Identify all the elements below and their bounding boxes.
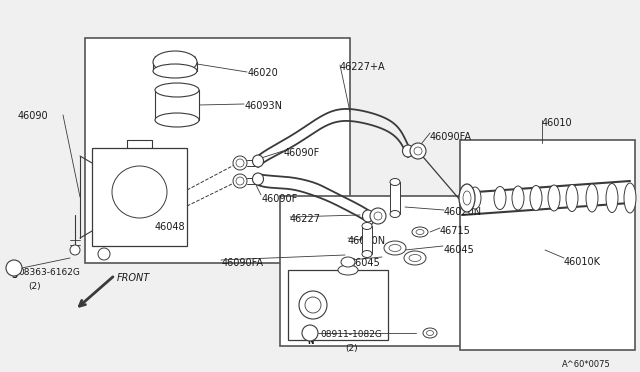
Ellipse shape (494, 186, 506, 209)
Circle shape (98, 248, 110, 260)
Ellipse shape (374, 212, 382, 220)
Ellipse shape (404, 251, 426, 265)
Ellipse shape (463, 191, 471, 205)
Ellipse shape (390, 211, 400, 218)
Ellipse shape (459, 184, 475, 212)
Text: 46715: 46715 (440, 226, 471, 236)
Ellipse shape (236, 177, 244, 185)
Text: (2): (2) (345, 344, 358, 353)
Ellipse shape (155, 83, 199, 97)
Text: 46010K: 46010K (564, 257, 601, 267)
Text: A^60*0075: A^60*0075 (562, 360, 611, 369)
Ellipse shape (153, 51, 197, 73)
Text: 46020: 46020 (248, 68, 279, 78)
Ellipse shape (384, 241, 406, 255)
Text: 46090F: 46090F (262, 194, 298, 204)
Ellipse shape (606, 183, 618, 212)
Ellipse shape (416, 230, 424, 234)
Text: 08911-1082G: 08911-1082G (320, 330, 382, 339)
Bar (362, 226, 372, 254)
Text: 46045: 46045 (350, 258, 381, 268)
Text: 46227+A: 46227+A (340, 62, 386, 72)
Ellipse shape (155, 113, 199, 127)
Text: S: S (11, 272, 17, 280)
Text: 46090: 46090 (18, 111, 49, 121)
Ellipse shape (624, 183, 636, 213)
Bar (155, 90, 199, 120)
Text: (2): (2) (28, 282, 40, 291)
Ellipse shape (403, 145, 413, 157)
Ellipse shape (299, 291, 327, 319)
Text: N: N (307, 337, 313, 346)
Text: 46048: 46048 (155, 222, 186, 232)
Bar (92, 148, 187, 246)
Ellipse shape (253, 173, 264, 185)
Text: 46090FA: 46090FA (430, 132, 472, 142)
Ellipse shape (530, 186, 542, 211)
Circle shape (70, 245, 80, 255)
Circle shape (302, 325, 318, 341)
Bar (288, 270, 388, 340)
Text: 46045: 46045 (444, 245, 475, 255)
Ellipse shape (469, 187, 481, 209)
Ellipse shape (233, 156, 247, 170)
Ellipse shape (390, 179, 400, 186)
Ellipse shape (253, 155, 264, 167)
Ellipse shape (414, 147, 422, 155)
Ellipse shape (362, 210, 374, 222)
Ellipse shape (548, 185, 560, 211)
Circle shape (6, 260, 22, 276)
Ellipse shape (423, 328, 437, 338)
Ellipse shape (389, 244, 401, 251)
Ellipse shape (566, 185, 578, 212)
Text: 46090F: 46090F (284, 148, 320, 158)
Text: 46010: 46010 (542, 118, 573, 128)
Ellipse shape (412, 227, 428, 237)
Bar (390, 182, 400, 214)
Ellipse shape (341, 257, 355, 267)
Text: 46227: 46227 (290, 214, 321, 224)
Ellipse shape (410, 143, 426, 159)
Text: 46020N: 46020N (444, 207, 482, 217)
Ellipse shape (409, 254, 421, 262)
Ellipse shape (362, 250, 372, 257)
Text: 08363-6162G: 08363-6162G (18, 268, 80, 277)
Ellipse shape (153, 64, 197, 78)
Ellipse shape (362, 222, 372, 230)
Text: 46090FA: 46090FA (222, 258, 264, 268)
Ellipse shape (305, 297, 321, 313)
Text: 46020N: 46020N (348, 236, 386, 246)
Ellipse shape (233, 174, 247, 188)
Bar (460, 140, 635, 350)
Ellipse shape (370, 208, 386, 224)
Bar (280, 196, 610, 346)
Text: FRONT: FRONT (117, 273, 150, 283)
Ellipse shape (112, 166, 167, 218)
Ellipse shape (338, 265, 358, 275)
Ellipse shape (236, 159, 244, 167)
Text: 46093N: 46093N (245, 101, 283, 111)
Ellipse shape (586, 184, 598, 212)
Ellipse shape (512, 186, 524, 210)
Ellipse shape (426, 330, 433, 336)
Bar (85, 38, 350, 263)
